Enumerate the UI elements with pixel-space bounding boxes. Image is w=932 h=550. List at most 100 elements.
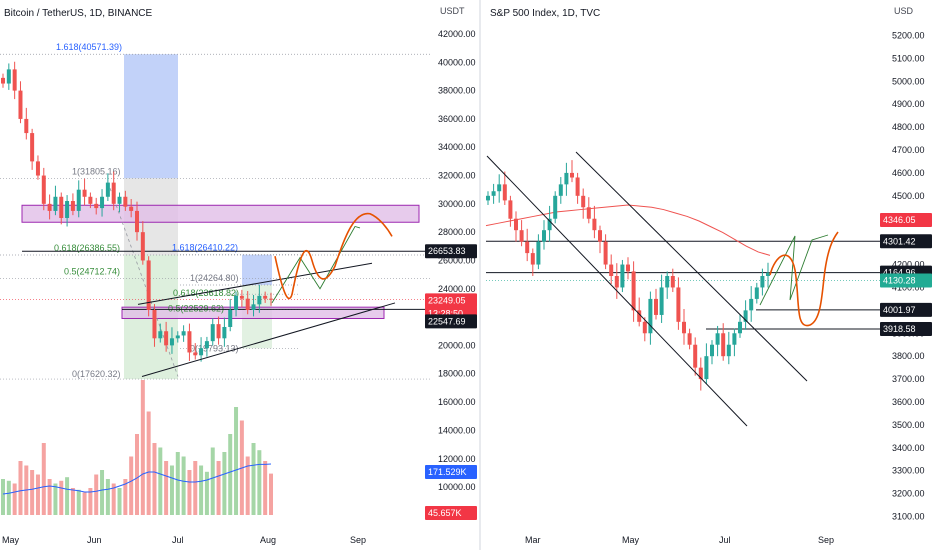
volume-bar — [193, 461, 197, 515]
price-candle — [263, 296, 267, 299]
price-candle — [1, 78, 5, 84]
left-price-tag: 22547.69 — [428, 316, 466, 326]
volume-bar — [141, 380, 145, 515]
left-y-tick-label: 32000.00 — [438, 171, 476, 181]
price-candle — [24, 119, 28, 133]
volume-bar — [30, 470, 34, 515]
price-candle — [542, 230, 546, 241]
price-candle — [693, 345, 697, 368]
price-candle — [100, 197, 104, 208]
left-y-tick-label: 30000.00 — [438, 199, 476, 209]
volume-bar — [182, 457, 186, 516]
right-y-tick-label: 3100.00 — [892, 512, 925, 522]
left-y-tick-label: 28000.00 — [438, 227, 476, 237]
price-candle — [609, 265, 613, 276]
price-candle — [7, 69, 11, 83]
price-candle — [564, 173, 568, 184]
left-y-tick-label: 24000.00 — [438, 284, 476, 294]
price-candle — [141, 232, 145, 260]
price-candle — [615, 276, 619, 287]
price-candle — [182, 331, 186, 335]
left-x-tick-label: Sep — [350, 535, 366, 545]
right-y-tick-label: 3200.00 — [892, 489, 925, 499]
price-candle — [71, 201, 75, 211]
volume-bar — [7, 481, 11, 515]
price-candle — [217, 324, 221, 338]
price-candle — [77, 190, 81, 211]
purple-resistance-zone — [22, 205, 419, 222]
left-chart-title: Bitcoin / TetherUS, 1D, BINANCE — [4, 8, 152, 19]
price-candle — [676, 287, 680, 321]
price-candle — [158, 331, 162, 338]
volume-bar — [106, 479, 110, 515]
price-candle — [514, 219, 518, 230]
volume-bar — [234, 407, 238, 515]
price-candle — [688, 333, 692, 344]
left-y-tick-label: 36000.00 — [438, 114, 476, 124]
price-candle — [257, 296, 261, 304]
price-candle — [42, 176, 46, 204]
volume-bar — [65, 477, 69, 515]
right-y-tick-label: 3800.00 — [892, 351, 925, 361]
price-candle — [88, 197, 92, 204]
left-x-tick-label: Jun — [87, 535, 102, 545]
price-candle — [503, 184, 507, 200]
price-candle — [716, 333, 720, 344]
price-candle — [234, 296, 238, 310]
left-y-tick-label: 38000.00 — [438, 86, 476, 96]
right-y-tick-label: 3600.00 — [892, 397, 925, 407]
price-candle — [553, 196, 557, 219]
volume-bar — [77, 490, 81, 515]
price-candle — [570, 173, 574, 178]
right-x-tick-label: May — [622, 535, 640, 545]
volume-bar — [129, 457, 133, 516]
price-candle — [240, 296, 244, 299]
price-candle — [118, 197, 122, 204]
volume-bar — [71, 488, 75, 515]
left-currency-label: USDT — [440, 6, 465, 16]
right-y-tick-label: 4900.00 — [892, 99, 925, 109]
left-price-tag: 23249.05 — [428, 295, 466, 305]
price-candle — [135, 211, 139, 232]
volume-bar — [152, 443, 156, 515]
right-y-tick-label: 3300.00 — [892, 466, 925, 476]
price-candle — [581, 196, 585, 207]
volume-bar — [252, 443, 256, 515]
price-candle — [83, 190, 87, 197]
right-chart-title: S&P 500 Index, 1D, TVC — [490, 8, 600, 19]
volume-bar — [135, 434, 139, 515]
price-candle — [598, 230, 602, 241]
price-candle — [536, 242, 540, 265]
volume-bar — [53, 484, 57, 516]
volume-bar — [42, 443, 46, 515]
right-currency-label: USD — [894, 6, 913, 16]
left-x-tick-label: Aug — [260, 535, 276, 545]
price-candle — [520, 230, 524, 241]
price-candle — [721, 333, 725, 356]
left-x-tick-label: Jul — [172, 535, 184, 545]
volume-bar — [269, 474, 273, 515]
volume-bar — [199, 466, 203, 516]
price-candle — [205, 341, 209, 348]
left-price-tag: 26653.83 — [428, 246, 466, 256]
price-candle — [228, 310, 232, 327]
price-candle — [211, 324, 215, 341]
price-candle — [222, 327, 226, 338]
price-candle — [497, 184, 501, 191]
left-price-tag: 171.529K — [428, 467, 467, 477]
price-candle — [65, 201, 69, 218]
price-candle — [112, 183, 116, 204]
volume-bar — [205, 472, 209, 515]
price-candle — [525, 242, 529, 253]
fib-level-label: 0.5(24712.74) — [64, 267, 120, 277]
price-candle — [660, 287, 664, 314]
price-candle — [193, 352, 197, 355]
right-price-tag: 3918.58 — [883, 324, 916, 334]
price-candle — [94, 204, 98, 208]
volume-bar — [94, 475, 98, 516]
left-y-tick-label: 16000.00 — [438, 397, 476, 407]
fib-level-label: 1(24264.80) — [190, 273, 239, 283]
right-x-tick-label: Sep — [818, 535, 834, 545]
